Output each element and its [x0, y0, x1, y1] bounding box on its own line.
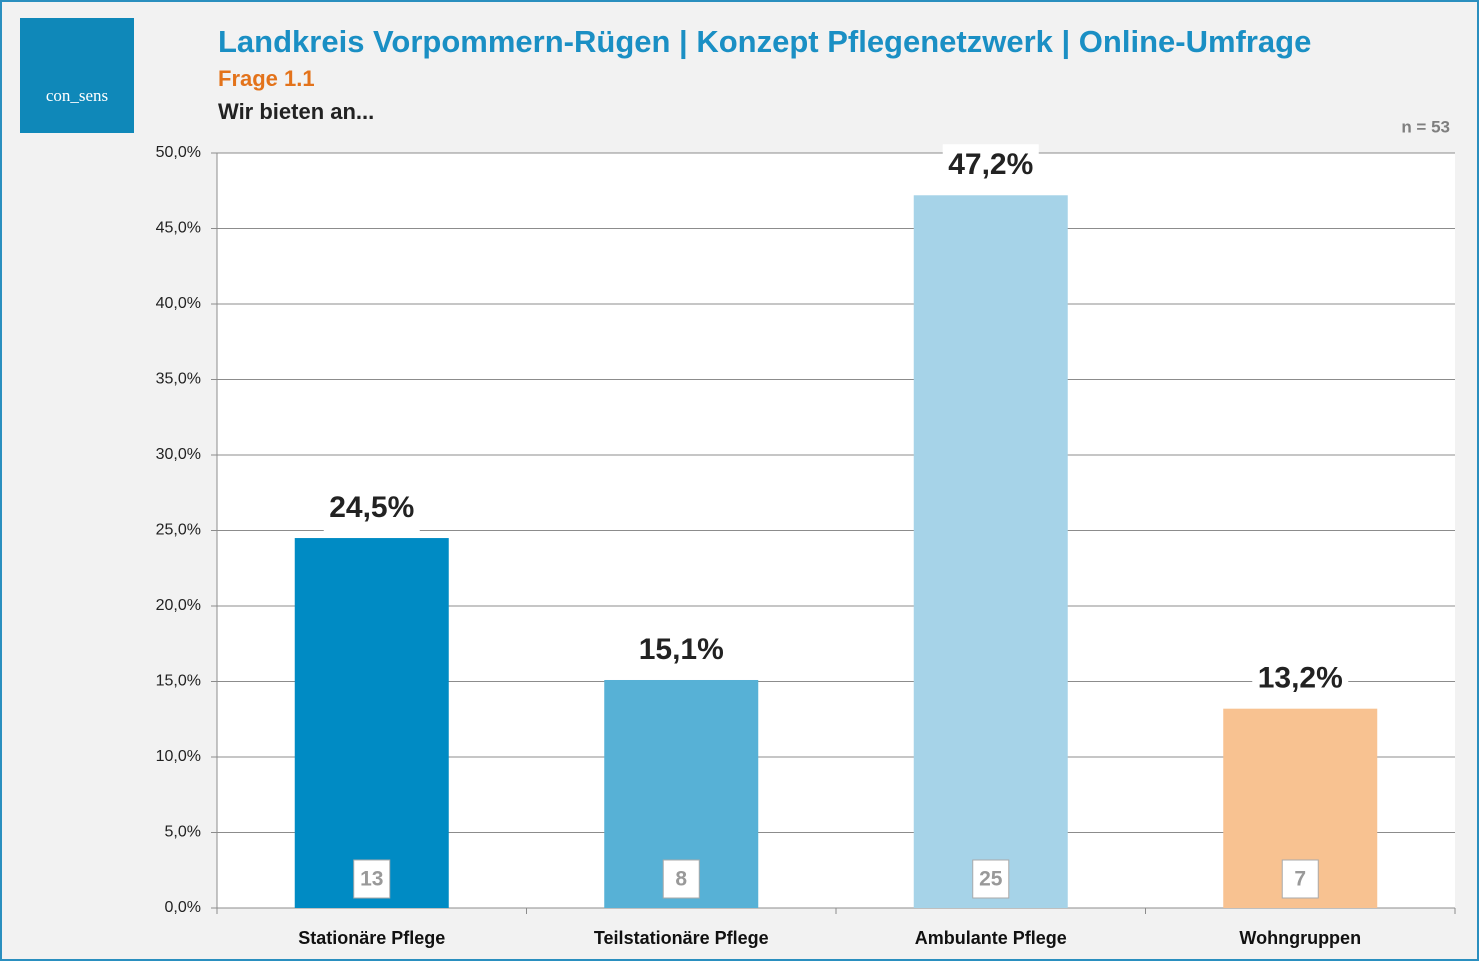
logo: con_sens [46, 86, 108, 105]
logo-box [20, 18, 134, 133]
question: Wir bieten an... [218, 99, 374, 124]
subtitle: Frage 1.1 [218, 66, 315, 91]
value-label-box [942, 144, 1039, 189]
count-box [972, 859, 1010, 899]
y-tick-label: 10,0% [156, 748, 201, 765]
x-tick-label: Teilstationäre Pflege [594, 928, 769, 948]
chart-title: Landkreis Vorpommern-Rügen | Konzept Pfl… [218, 24, 1311, 59]
y-tick-label: 50,0% [156, 144, 201, 161]
y-tick-label: 40,0% [156, 295, 201, 312]
count-label: 13 [360, 868, 383, 891]
value-label: 24,5% [329, 491, 414, 524]
value-label: 13,2% [1258, 662, 1343, 695]
count-label: 25 [979, 868, 1003, 891]
y-tick-label: 25,0% [156, 522, 201, 539]
x-tick-label: Wohngruppen [1239, 928, 1361, 948]
count-box [662, 859, 700, 899]
value-label: 47,2% [948, 148, 1033, 181]
y-tick-label: 45,0% [156, 220, 201, 237]
value-label-box [633, 628, 730, 673]
y-tick-label: 35,0% [156, 371, 201, 388]
y-tick-label: 15,0% [156, 673, 201, 690]
sample-size: n = 53 [1401, 117, 1450, 136]
count-box [1281, 859, 1319, 899]
count-label: 8 [675, 868, 687, 891]
count-box [353, 859, 391, 899]
y-tick-label: 20,0% [156, 597, 201, 614]
bar [294, 538, 449, 908]
value-label-box [323, 487, 420, 532]
bar [913, 195, 1068, 908]
count-label: 7 [1294, 868, 1306, 891]
y-tick-label: 30,0% [156, 446, 201, 463]
value-label-box [1252, 657, 1349, 702]
value-label: 15,1% [639, 633, 724, 666]
x-tick-label: Ambulante Pflege [915, 928, 1067, 948]
x-tick-label: Stationäre Pflege [298, 928, 445, 948]
y-tick-label: 0,0% [165, 899, 201, 916]
y-tick-label: 5,0% [165, 824, 201, 841]
